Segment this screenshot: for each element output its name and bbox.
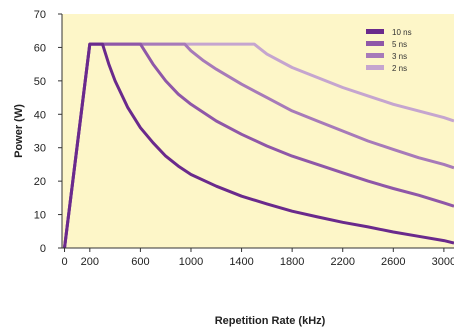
series-line-10-ns [63, 42, 454, 249]
series-layer [63, 42, 454, 249]
x-tick-label: 2200 [330, 256, 354, 268]
y-tick-label: 60 [34, 42, 46, 54]
series-line-3-ns [63, 42, 454, 249]
legend-label: 5 ns [392, 40, 407, 49]
x-axis-title: Repetition Rate (kHz) [215, 315, 326, 327]
y-tick-label: 10 [34, 210, 46, 222]
legend-swatch [366, 29, 384, 34]
x-tick-label: 1400 [229, 256, 253, 268]
y-tick-label: 20 [34, 176, 46, 188]
y-axis-title: Power (W) [13, 104, 25, 158]
y-tick-label: 50 [34, 76, 46, 88]
x-axis-ticks: 0 200 600 1000 1400 1800 2200 2600 3000 [61, 248, 454, 268]
legend-swatch [366, 53, 384, 58]
x-tick-label: 600 [131, 256, 149, 268]
y-tick-label: 70 [34, 9, 46, 21]
legend-label: 10 ns [392, 28, 412, 37]
legend: 10 ns 5 ns 3 ns 2 ns [366, 28, 412, 73]
legend-swatch [366, 41, 384, 46]
legend-swatch [366, 65, 384, 70]
series-line-5-ns [63, 42, 454, 249]
legend-label: 2 ns [392, 64, 407, 73]
y-tick-label: 30 [34, 143, 46, 155]
x-tick-label: 1800 [280, 256, 304, 268]
y-tick-label: 0 [40, 243, 46, 255]
x-tick-label: 1000 [179, 256, 203, 268]
x-tick-label: 0 [61, 256, 67, 268]
legend-label: 3 ns [392, 52, 407, 61]
x-tick-label: 2600 [381, 256, 405, 268]
series-line-2-ns [63, 42, 454, 249]
x-tick-label: 3000 [432, 256, 454, 268]
y-axis-ticks: 0 10 20 30 40 50 60 70 [34, 9, 62, 255]
plot-area [62, 14, 454, 248]
x-tick-label: 200 [81, 256, 99, 268]
y-tick-label: 40 [34, 109, 46, 121]
